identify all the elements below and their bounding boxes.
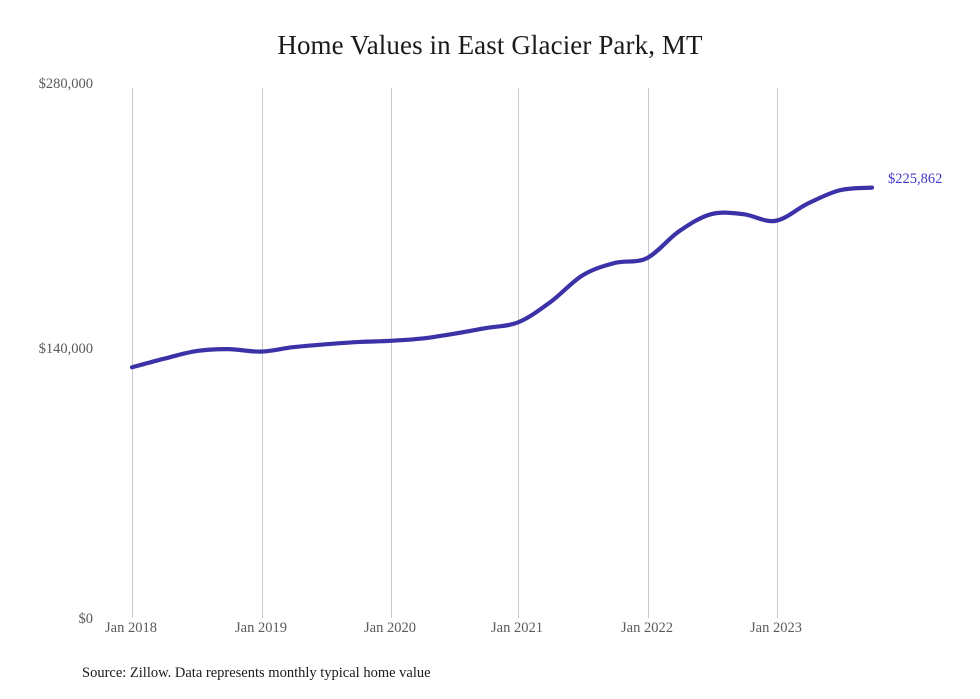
y-axis-tick-top: $280,000 [38, 76, 93, 92]
series-line-typical-home-value [129, 185, 875, 370]
x-axis-tick-jan-2018: Jan 2018 [105, 620, 157, 636]
x-axis-tick-jan-2019: Jan 2019 [235, 620, 287, 636]
x-axis-tick-jan-2022: Jan 2022 [621, 620, 673, 636]
chart-title: Home Values in East Glacier Park, MT [277, 30, 703, 60]
source-note: Source: Zillow. Data represents monthly … [82, 665, 431, 681]
x-axis-tick-jan-2023: Jan 2023 [750, 620, 802, 636]
x-axis-tick-jan-2020: Jan 2020 [364, 620, 416, 636]
y-axis-tick-zero: $0 [78, 611, 94, 627]
gridlines [132, 88, 778, 618]
x-axis-tick-jan-2021: Jan 2021 [491, 620, 543, 636]
y-axis-tick-mid: $140,000 [38, 341, 93, 357]
end-value-label: $225,862 [888, 171, 943, 187]
